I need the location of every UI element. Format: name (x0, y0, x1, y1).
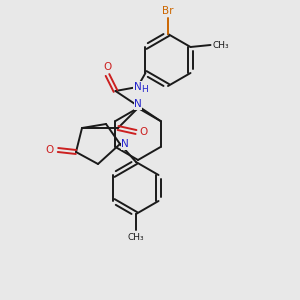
Text: N: N (121, 139, 129, 149)
Text: Br: Br (162, 6, 174, 16)
Text: H: H (141, 85, 148, 94)
Text: O: O (140, 127, 148, 137)
Text: N: N (134, 82, 141, 92)
Text: N: N (134, 99, 142, 109)
Text: O: O (103, 62, 112, 72)
Text: CH₃: CH₃ (212, 40, 229, 50)
Text: O: O (46, 145, 54, 155)
Text: CH₃: CH₃ (128, 233, 144, 242)
